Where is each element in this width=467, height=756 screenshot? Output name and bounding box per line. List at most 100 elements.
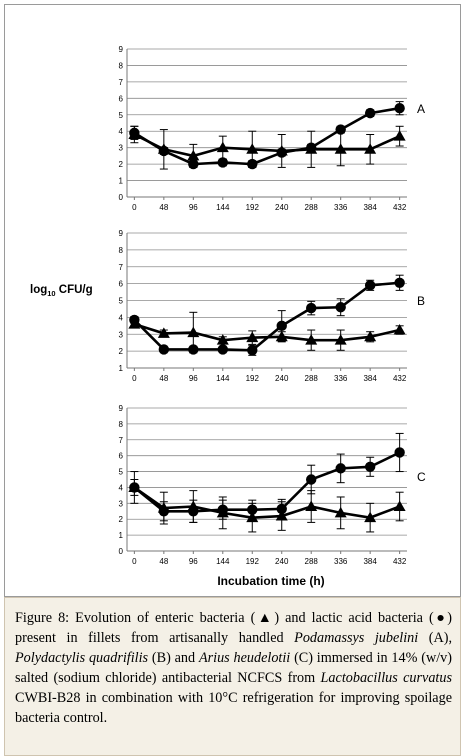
y-tick-label: 1 <box>119 364 124 373</box>
y-tick-label: 0 <box>119 547 124 556</box>
x-tick-label: 336 <box>334 203 348 212</box>
triangle-point <box>246 331 259 343</box>
x-tick-label: 432 <box>393 203 407 212</box>
x-tick-label: 288 <box>305 203 319 212</box>
figure-caption: Figure 8: Evolution of enteric bacteria … <box>4 597 461 756</box>
panel-label: B <box>417 294 425 308</box>
circle-series-line <box>133 451 401 513</box>
y-tick-label: 8 <box>119 420 124 429</box>
x-tick-label: 192 <box>246 203 260 212</box>
x-axis-label: Incubation time (h) <box>217 574 324 588</box>
triangle-point <box>305 500 318 512</box>
y-tick-label: 2 <box>119 515 124 524</box>
triangle-point <box>364 511 377 523</box>
triangle-point <box>334 334 347 345</box>
triangle-point <box>334 143 347 154</box>
circle-point <box>364 107 376 119</box>
triangle-point <box>305 334 318 345</box>
x-tick-label: 0 <box>132 374 137 383</box>
caption-text-1: Evolution of enteric bacteria (▲) and la… <box>15 610 452 646</box>
triangle-series-line <box>133 486 401 519</box>
y-tick-label: 1 <box>119 531 124 540</box>
caption-species-2: Polydactylis quadrifilis <box>15 650 149 666</box>
y-tick-label: 5 <box>119 111 124 120</box>
circle-point <box>217 504 228 515</box>
x-tick-label: 0 <box>132 557 137 566</box>
circle-point <box>129 127 140 139</box>
circle-point <box>276 503 287 515</box>
triangle-point <box>393 324 406 335</box>
circle-point <box>188 158 199 170</box>
circle-point <box>158 145 170 157</box>
panel-label: C <box>417 470 426 484</box>
x-tick-label: 384 <box>363 203 377 212</box>
circle-point <box>276 147 287 158</box>
triangle-point <box>364 143 377 154</box>
x-tick-label: 336 <box>334 374 348 383</box>
x-tick-label: 240 <box>275 203 289 212</box>
x-tick-label: 336 <box>334 557 348 566</box>
triangle-point <box>216 334 229 345</box>
circle-point <box>364 461 376 472</box>
y-tick-label: 3 <box>119 144 124 153</box>
x-tick-label: 288 <box>305 374 319 383</box>
x-tick-label: 384 <box>363 374 377 383</box>
circle-point <box>188 344 199 355</box>
circle-point <box>188 506 199 517</box>
x-tick-label: 48 <box>159 203 168 212</box>
y-tick-label: 2 <box>119 160 124 169</box>
circle-point <box>247 158 258 170</box>
x-tick-label: 192 <box>246 557 260 566</box>
y-tick-label: 6 <box>119 452 124 461</box>
panel-label: A <box>417 102 425 116</box>
circle-point <box>335 463 346 474</box>
circle-point <box>247 345 258 356</box>
circle-point <box>394 277 405 288</box>
circle-point <box>158 506 170 517</box>
y-tick-label: 0 <box>119 193 124 202</box>
y-tick-label: 7 <box>119 436 124 445</box>
circle-point <box>335 124 346 135</box>
y-tick-label: 4 <box>119 483 124 492</box>
x-tick-label: 48 <box>159 557 168 566</box>
circle-point <box>129 482 140 493</box>
circle-point <box>306 302 317 314</box>
y-tick-label: 9 <box>119 404 124 413</box>
x-tick-label: 432 <box>393 557 407 566</box>
circle-point <box>217 344 228 355</box>
triangle-point <box>364 330 377 342</box>
y-tick-label: 8 <box>119 61 124 70</box>
y-tick-label: 6 <box>119 280 124 289</box>
triangle-point <box>393 130 406 141</box>
triangle-point <box>187 326 200 338</box>
y-tick-label: 4 <box>119 313 124 322</box>
x-tick-label: 144 <box>216 557 230 566</box>
circle-point <box>306 474 317 485</box>
x-tick-label: 144 <box>216 203 230 212</box>
triangle-point <box>216 141 229 153</box>
y-tick-label: 7 <box>119 263 124 272</box>
y-tick-label: 4 <box>119 127 124 136</box>
x-tick-label: 48 <box>159 374 168 383</box>
y-tick-label: 7 <box>119 78 124 87</box>
caption-text-3: (B) and <box>148 650 199 666</box>
circle-point <box>306 142 317 153</box>
triangle-point <box>334 506 347 518</box>
y-tick-label: 9 <box>119 45 124 54</box>
triangle-point <box>187 149 200 161</box>
circle-point <box>158 344 170 355</box>
triangle-point <box>393 500 406 512</box>
circle-point <box>217 157 228 168</box>
circle-point <box>394 447 405 458</box>
circle-point <box>364 280 376 291</box>
y-tick-label: 5 <box>119 297 124 306</box>
x-tick-label: 192 <box>246 374 260 383</box>
circle-series-line <box>133 281 400 352</box>
x-tick-label: 0 <box>132 203 137 212</box>
y-tick-label: 9 <box>119 229 124 238</box>
y-tick-label: 3 <box>119 330 124 339</box>
x-tick-label: 432 <box>393 374 407 383</box>
y-tick-label: 1 <box>119 177 124 186</box>
x-tick-label: 144 <box>216 374 230 383</box>
